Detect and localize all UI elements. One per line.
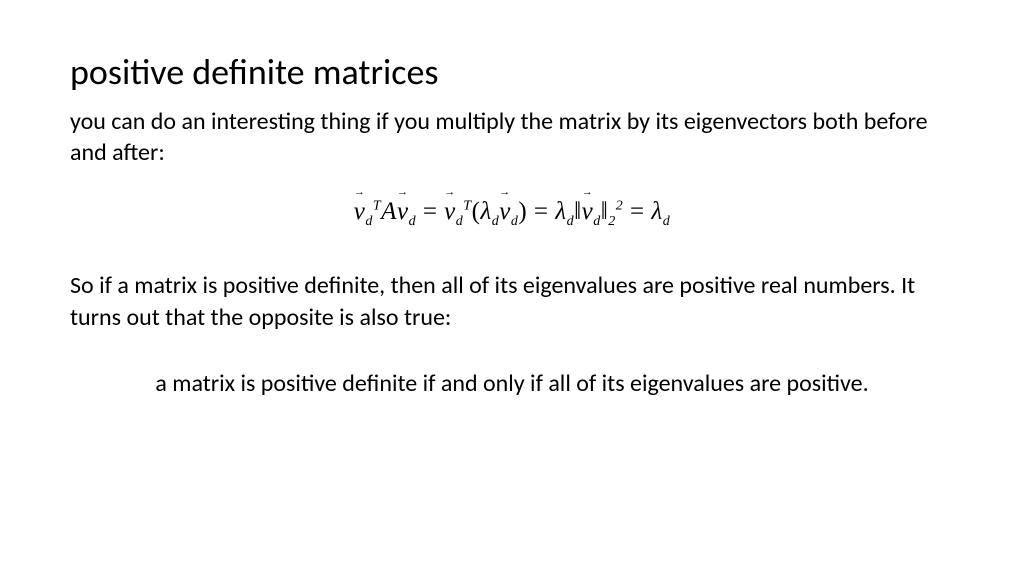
theorem-statement: a matrix is positive definite if and onl…: [70, 368, 954, 399]
vector-v: v: [444, 198, 456, 226]
vector-v: v: [354, 198, 366, 226]
vector-v: v: [582, 198, 594, 226]
equation-display: vdTAvd = vdT(λdvd) = λd‖vd‖22 = λd: [70, 198, 954, 230]
vector-v: v: [499, 198, 511, 226]
intro-text: you can do an interesting thing if you m…: [70, 106, 954, 168]
conclusion-text: So if a matrix is positive definite, the…: [70, 270, 954, 332]
vector-v: v: [397, 198, 409, 226]
slide-title: positive definite matrices: [70, 50, 954, 94]
